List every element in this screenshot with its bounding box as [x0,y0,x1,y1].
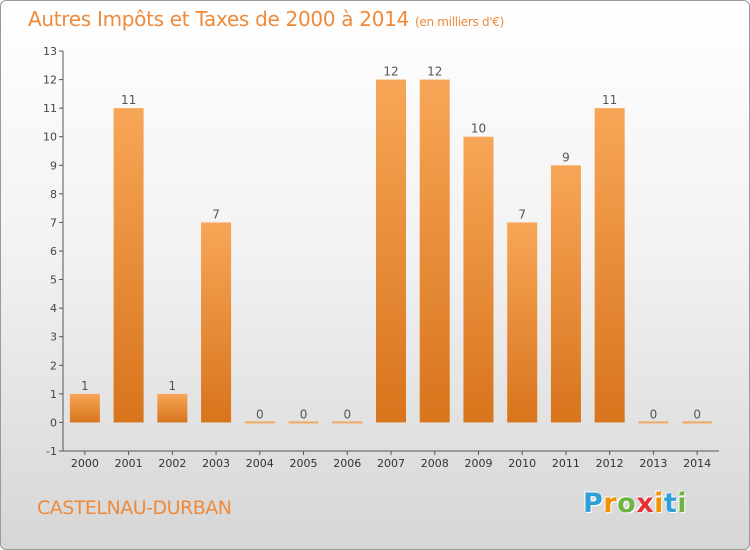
x-tick-label: 2004 [246,457,274,470]
x-tick-label: 2001 [115,457,143,470]
logo-letter: i [677,488,688,519]
bar-value-label: 7 [518,207,526,221]
bar-value-label: 0 [300,407,308,421]
bar-value-label: 1 [81,379,89,393]
x-tick-label: 2014 [683,457,711,470]
logo-letter: x [636,488,655,519]
bar [332,421,363,424]
bar-value-label: 7 [212,207,220,221]
bar [157,393,188,423]
y-tick-label: -1 [46,445,57,458]
bar-value-label: 0 [343,407,351,421]
y-tick-label: 2 [50,359,57,372]
bar-value-label: 0 [256,407,264,421]
chart-unit: (en milliers d'€) [415,15,505,29]
bar [419,79,450,423]
logo-letter: t [663,488,678,519]
y-tick-label: 7 [50,216,57,229]
bar [376,79,406,423]
x-tick-label: 2011 [552,457,580,470]
bar-value-label: 9 [562,150,570,164]
proxiti-logo: Proxiti [583,488,687,519]
x-tick-label: 2013 [639,457,667,470]
y-tick-label: 5 [50,274,57,287]
y-tick-label: 12 [43,74,57,87]
y-tick-label: 8 [50,188,57,201]
bar [463,136,494,423]
bar [69,393,100,423]
bar [638,421,669,424]
bar-value-label: 0 [650,407,658,421]
bar-value-label: 12 [427,65,442,79]
y-tick-label: 0 [50,416,57,429]
location-name: CASTELNAU-DURBAN [37,497,232,519]
y-tick-label: 9 [50,159,57,172]
bar-value-label: 11 [602,93,617,107]
y-tick-label: 6 [50,245,57,258]
bar [550,165,581,423]
x-tick-label: 2005 [290,457,318,470]
chart-title: Autres Impôts et Taxes de 2000 à 2014 (en… [28,7,504,31]
bar [113,108,144,423]
y-tick-label: 4 [50,302,57,315]
y-tick-label: 3 [50,331,57,344]
x-tick-label: 2012 [596,457,624,470]
x-tick-label: 2000 [71,457,99,470]
bar-value-label: 0 [693,407,701,421]
x-tick-label: 2003 [202,457,230,470]
logo-letter: r [603,488,618,519]
x-tick-label: 2010 [508,457,536,470]
bar [594,108,625,423]
bar [507,222,538,423]
x-tick-label: 2007 [377,457,405,470]
bar [244,421,275,424]
y-tick-label: 10 [43,131,57,144]
x-tick-label: 2006 [333,457,361,470]
y-tick-label: 13 [43,45,57,58]
bar [288,421,319,424]
bar [201,222,232,423]
x-tick-label: 2002 [158,457,186,470]
y-tick-label: 1 [50,388,57,401]
chart-title-text: Autres Impôts et Taxes de 2000 à 2014 [28,7,409,31]
x-tick-label: 2009 [464,457,492,470]
x-tick-label: 2008 [421,457,449,470]
logo-letter: o [617,488,637,519]
y-tick-label: 11 [43,102,57,115]
logo-letter: i [654,488,664,519]
bar [682,421,713,424]
bar-value-label: 10 [471,122,486,136]
bar-value-label: 12 [383,65,398,79]
bar-value-label: 1 [169,379,177,393]
bar-value-label: 11 [121,93,136,107]
logo-letter: P [583,488,604,519]
